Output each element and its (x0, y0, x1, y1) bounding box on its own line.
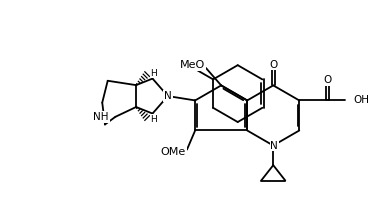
Text: OH: OH (353, 95, 369, 105)
Text: MeO: MeO (180, 60, 205, 70)
Text: OMe: OMe (161, 147, 186, 157)
Text: O: O (324, 75, 332, 85)
Text: N: N (270, 141, 278, 150)
Text: H: H (150, 69, 157, 78)
Text: O: O (269, 60, 277, 70)
Text: NH: NH (93, 112, 109, 122)
Text: H: H (150, 115, 157, 123)
Text: N: N (164, 91, 172, 101)
